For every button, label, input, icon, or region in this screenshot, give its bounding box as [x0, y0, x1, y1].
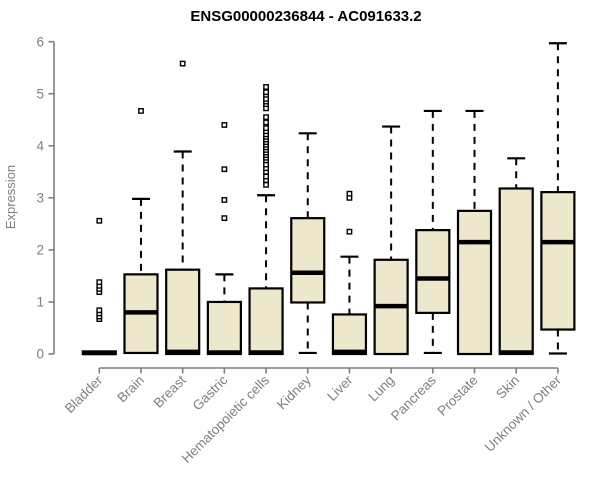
outlier-point: [221, 166, 228, 173]
y-tick-label: 0: [36, 347, 44, 362]
x-tick-label: Lung: [365, 373, 397, 405]
outlier-point: [346, 190, 353, 197]
outlier-point: [263, 125, 269, 132]
box-hematopoietic-cells: [248, 84, 284, 356]
iqr-box: [331, 313, 368, 356]
y-axis-title: Expression: [3, 165, 18, 229]
outlier-point: [96, 217, 103, 224]
outlier-point: [263, 181, 269, 188]
x-tick-label: Kidney: [274, 372, 314, 412]
box-skin: [498, 157, 534, 356]
box-group: [81, 42, 576, 356]
iqr-box: [290, 217, 326, 304]
x-tick-label: Breast: [151, 372, 189, 410]
x-tick-label: Gastric: [190, 372, 231, 413]
outlier-point: [221, 122, 228, 128]
box-liver: [331, 190, 368, 356]
x-tick-label: Brain: [114, 373, 147, 406]
y-tick-label: 6: [36, 34, 44, 49]
x-tick-label: Skin: [493, 373, 522, 402]
iqr-box: [165, 268, 201, 356]
outlier-point: [221, 215, 228, 222]
x-tick-label: Unknown / Other: [482, 372, 565, 455]
y-tick-label: 4: [36, 139, 44, 154]
x-tick-label: Pancreas: [388, 372, 439, 423]
x-tick-label: Prostate: [434, 373, 480, 419]
outlier-point: [138, 108, 144, 114]
box-brain: [123, 108, 159, 355]
box-gastric: [206, 122, 242, 356]
outlier-point: [263, 114, 269, 121]
outlier-point: [263, 173, 269, 180]
box-kidney: [290, 132, 326, 355]
iqr-box: [540, 191, 576, 331]
outlier-point: [263, 119, 269, 126]
outlier-point: [346, 228, 353, 235]
box-pancreas: [415, 109, 451, 355]
x-tick-label: Bladder: [62, 372, 106, 416]
box-lung: [373, 125, 409, 356]
y-tick-label: 3: [36, 191, 44, 206]
x-tick-label: Liver: [324, 372, 356, 404]
outlier-point: [263, 84, 269, 90]
y-axis: 0 1 2 3 4 5 6: [36, 34, 55, 362]
iqr-box: [248, 287, 284, 356]
outlier-point: [96, 279, 103, 286]
iqr-box: [498, 187, 534, 356]
box-prostate: [456, 109, 493, 356]
y-tick-label: 5: [36, 86, 44, 101]
outlier-point: [263, 89, 269, 96]
box-bladder: [81, 217, 117, 356]
y-tick-label: 2: [36, 243, 44, 258]
chart-title: ENSG00000236844 - AC091633.2: [190, 8, 421, 25]
iqr-box: [415, 229, 451, 314]
outlier-point: [221, 197, 228, 203]
y-tick-label: 1: [36, 295, 44, 310]
iqr-box: [456, 209, 493, 356]
outlier-point: [96, 307, 103, 314]
iqr-box: [206, 300, 242, 356]
box-unknown-other: [540, 42, 576, 355]
outlier-point: [179, 60, 186, 67]
box-breast: [165, 60, 201, 356]
